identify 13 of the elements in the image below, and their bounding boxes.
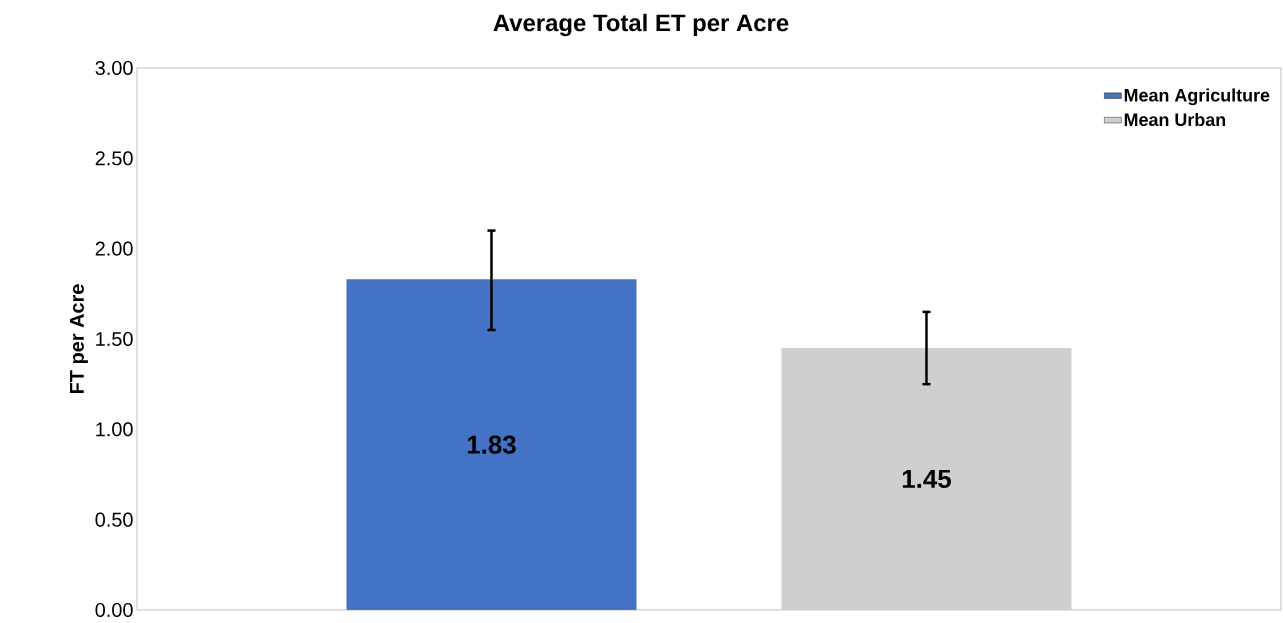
chart-title: Average Total ET per Acre <box>493 13 789 37</box>
y-tick-label: 0.00 <box>95 602 133 618</box>
y-axis-title: FT per Acre <box>70 284 88 394</box>
data-label: 1.45 <box>902 469 951 489</box>
data-label: 1.83 <box>467 435 516 454</box>
y-tick-label: 1.50 <box>96 331 133 347</box>
y-tick-label: 2.00 <box>95 241 133 256</box>
legend-label: Mean Agriculture <box>1124 88 1270 106</box>
legend-label: Mean Urban <box>1124 112 1226 127</box>
y-tick-label: 2.50 <box>95 151 133 166</box>
y-tick-label: 1.00 <box>96 422 133 437</box>
y-tick-label: 3.00 <box>95 60 133 76</box>
y-tick-label: 0.50 <box>95 512 133 527</box>
